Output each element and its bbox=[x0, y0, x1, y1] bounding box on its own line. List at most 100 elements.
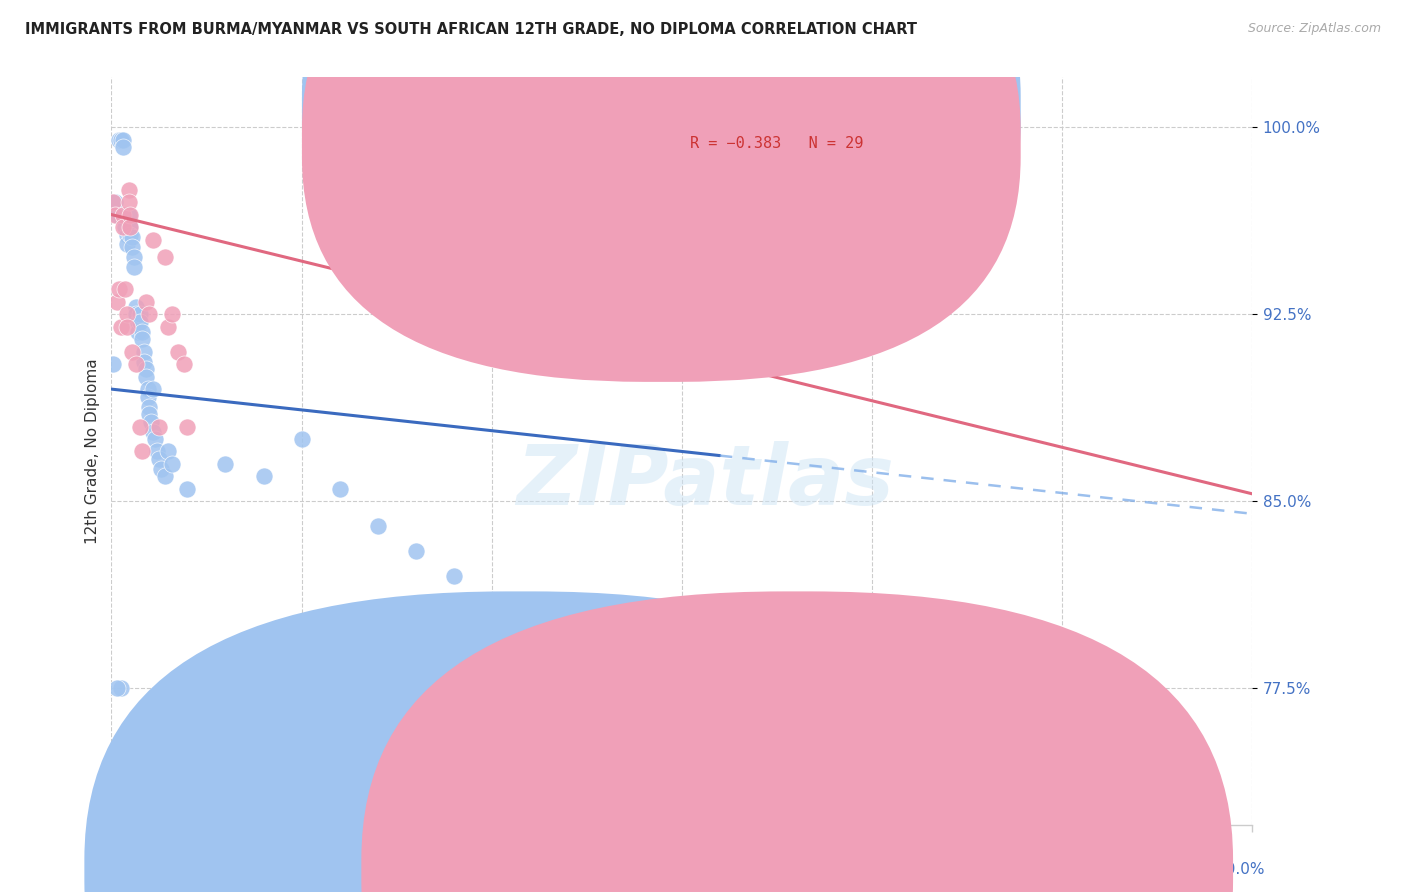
Point bbox=[709, 679, 731, 693]
FancyBboxPatch shape bbox=[302, 0, 1021, 382]
Point bbox=[329, 482, 352, 496]
Point bbox=[117, 183, 139, 197]
Point bbox=[633, 648, 655, 663]
Point bbox=[443, 569, 465, 583]
Point bbox=[766, 694, 789, 708]
Point bbox=[153, 469, 176, 483]
Point bbox=[148, 451, 170, 466]
Point bbox=[135, 294, 157, 309]
Point bbox=[162, 307, 184, 321]
Point bbox=[122, 250, 145, 264]
Point bbox=[120, 227, 142, 242]
Text: Source: ZipAtlas.com: Source: ZipAtlas.com bbox=[1247, 22, 1381, 36]
Point bbox=[104, 195, 127, 210]
Point bbox=[131, 444, 153, 458]
FancyBboxPatch shape bbox=[624, 81, 950, 175]
FancyBboxPatch shape bbox=[302, 0, 1021, 348]
Point bbox=[120, 220, 142, 235]
Point bbox=[115, 237, 138, 252]
Point bbox=[114, 220, 136, 235]
Text: ZIPatlas: ZIPatlas bbox=[516, 441, 894, 522]
Point bbox=[131, 332, 153, 346]
Text: 0.0%: 0.0% bbox=[176, 863, 215, 877]
Point bbox=[111, 133, 134, 147]
Point bbox=[103, 357, 125, 371]
Point bbox=[110, 681, 132, 696]
Point bbox=[136, 382, 159, 396]
Point bbox=[1088, 764, 1111, 778]
Point bbox=[138, 307, 160, 321]
Point bbox=[142, 425, 165, 439]
Point bbox=[115, 307, 138, 321]
Point bbox=[167, 344, 190, 359]
Text: R = −0.084   N = 63: R = −0.084 N = 63 bbox=[690, 102, 863, 117]
Point bbox=[138, 407, 160, 421]
Point bbox=[105, 208, 128, 222]
Point bbox=[141, 415, 163, 429]
Point bbox=[132, 354, 155, 368]
Point bbox=[135, 362, 157, 376]
Point bbox=[129, 419, 152, 434]
Point bbox=[108, 282, 131, 296]
Point bbox=[120, 208, 142, 222]
Point bbox=[149, 462, 172, 476]
Point bbox=[111, 208, 134, 222]
Text: Immigrants from Burma/Myanmar: Immigrants from Burma/Myanmar bbox=[540, 863, 776, 877]
Text: 60.0%: 60.0% bbox=[1218, 863, 1265, 877]
Point bbox=[125, 307, 148, 321]
Point bbox=[157, 444, 180, 458]
Point bbox=[127, 325, 149, 339]
Point bbox=[117, 195, 139, 210]
Point bbox=[104, 208, 127, 222]
Point bbox=[129, 307, 152, 321]
Point bbox=[122, 260, 145, 274]
Point bbox=[125, 357, 148, 371]
Text: R = −0.383   N = 29: R = −0.383 N = 29 bbox=[690, 136, 863, 151]
Point bbox=[148, 419, 170, 434]
Point bbox=[110, 319, 132, 334]
Point bbox=[125, 300, 148, 314]
Point bbox=[142, 233, 165, 247]
Point bbox=[108, 133, 131, 147]
Point bbox=[120, 220, 142, 235]
Y-axis label: 12th Grade, No Diploma: 12th Grade, No Diploma bbox=[86, 359, 100, 544]
Point bbox=[214, 457, 236, 471]
Point bbox=[129, 315, 152, 329]
Text: IMMIGRANTS FROM BURMA/MYANMAR VS SOUTH AFRICAN 12TH GRADE, NO DIPLOMA CORRELATIO: IMMIGRANTS FROM BURMA/MYANMAR VS SOUTH A… bbox=[25, 22, 917, 37]
Point bbox=[162, 457, 184, 471]
Point bbox=[121, 240, 143, 254]
Point bbox=[131, 325, 153, 339]
Point bbox=[142, 382, 165, 396]
Point bbox=[143, 432, 166, 446]
Point bbox=[111, 140, 134, 154]
Point bbox=[157, 319, 180, 334]
Point bbox=[127, 315, 149, 329]
Point bbox=[176, 482, 198, 496]
Point bbox=[367, 519, 389, 533]
Point bbox=[110, 133, 132, 147]
Point bbox=[290, 432, 312, 446]
Point bbox=[132, 344, 155, 359]
Point bbox=[138, 400, 160, 414]
Point bbox=[252, 469, 274, 483]
Point bbox=[153, 250, 176, 264]
Point bbox=[105, 681, 128, 696]
Point bbox=[519, 619, 541, 633]
Point bbox=[117, 220, 139, 235]
Point bbox=[146, 444, 169, 458]
Text: South Africans: South Africans bbox=[817, 863, 917, 877]
Point bbox=[121, 230, 143, 244]
Point bbox=[121, 344, 143, 359]
Point bbox=[115, 319, 138, 334]
Point bbox=[114, 212, 136, 227]
Point bbox=[405, 544, 427, 558]
Point bbox=[117, 208, 139, 222]
Point bbox=[115, 227, 138, 242]
Point bbox=[671, 664, 693, 678]
Point bbox=[135, 369, 157, 384]
Point bbox=[111, 220, 134, 235]
Point bbox=[103, 195, 125, 210]
Point bbox=[823, 711, 845, 725]
Point bbox=[176, 419, 198, 434]
Point bbox=[575, 632, 598, 646]
